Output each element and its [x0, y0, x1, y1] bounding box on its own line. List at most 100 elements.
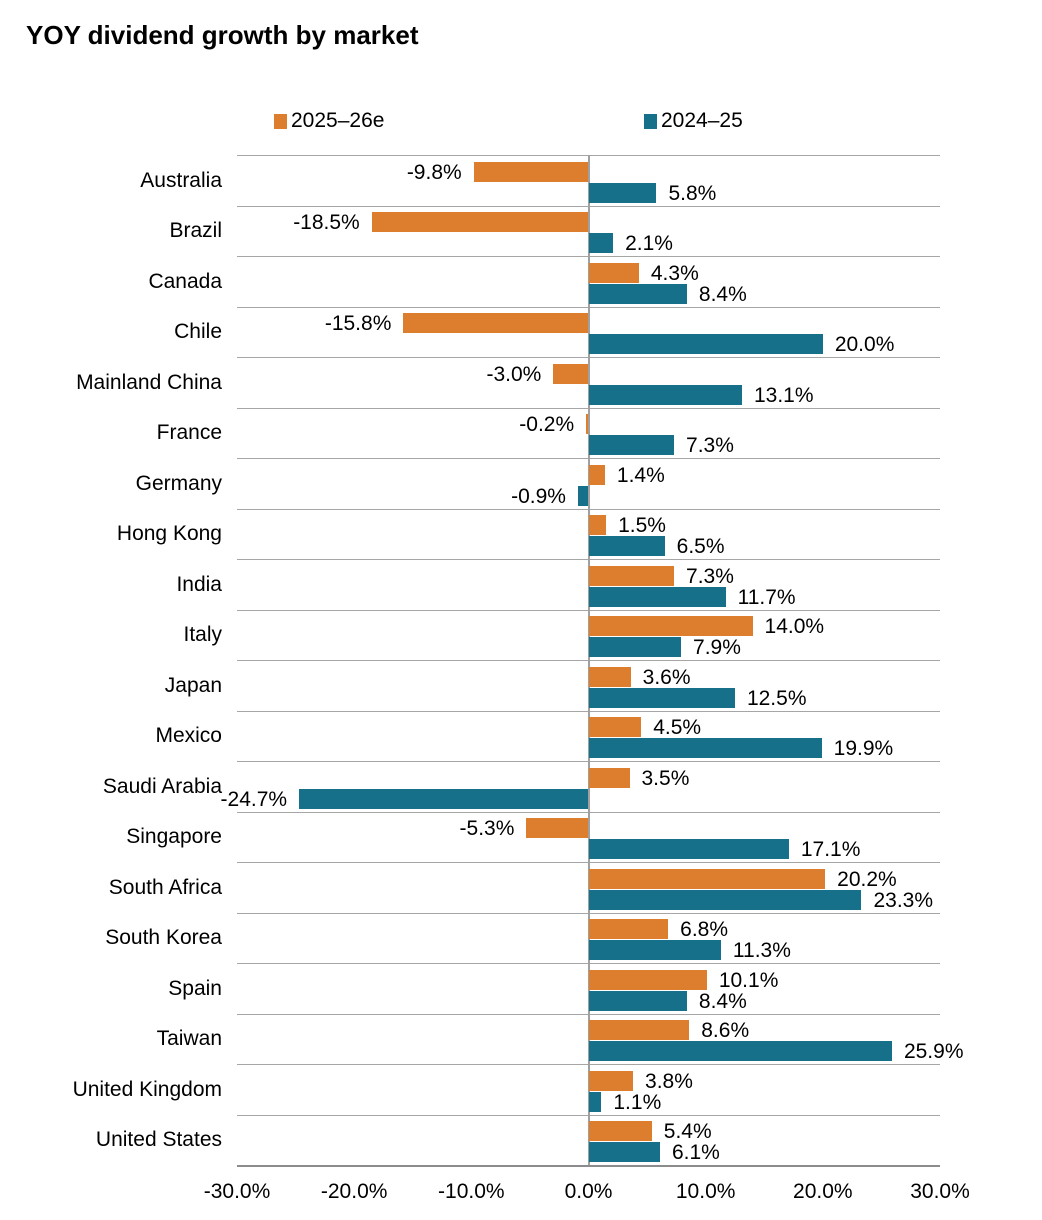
- category-label-saudi-arabia: Saudi Arabia: [102, 774, 222, 798]
- category-label-france: France: [156, 421, 222, 445]
- bar-value-label-2025-26e-united-kingdom: 3.8%: [645, 1069, 693, 1093]
- x-tick-label--30: -30.0%: [203, 1180, 271, 1203]
- bar-value-label-2024-25-chile: 20.0%: [834, 333, 895, 356]
- bar-value-label-2024-25-south-korea: 11.3%: [732, 939, 791, 962]
- bar-2025-26e-france: [586, 414, 589, 434]
- bar-2024-25-south-korea: [588, 940, 721, 960]
- bar-2025-26e-australia: [473, 161, 589, 182]
- bar-2024-25-spain: [588, 990, 687, 1011]
- category-label-australia: Australia: [140, 168, 222, 192]
- bar-value-label-2025-26e-singapore: -5.3%: [459, 817, 515, 840]
- category-label-italy: Italy: [183, 623, 222, 647]
- bar-value-label-2024-25-japan: 12.5%: [746, 686, 807, 710]
- category-label-south-africa: South Africa: [108, 875, 222, 899]
- zero-axis-line: [587, 155, 590, 1165]
- category-label-united-kingdom: United Kingdom: [72, 1077, 222, 1101]
- bar-2025-26e-saudi-arabia: [588, 767, 630, 788]
- bar-2025-26e-japan: [588, 666, 631, 687]
- bar-2025-26e-germany: [588, 464, 605, 485]
- bar-value-label-2024-25-taiwan: 25.9%: [903, 1040, 964, 1063]
- bar-value-label-2024-25-india: 11.7%: [737, 585, 796, 609]
- x-tick-label--10: -10.0%: [438, 1180, 505, 1203]
- bar-value-label-2024-25-south-africa: 23.3%: [873, 888, 934, 912]
- x-tick-label-30: 30.0%: [910, 1180, 970, 1203]
- x-tick-label-20: 20.0%: [793, 1180, 853, 1203]
- bar-value-label-2024-25-mexico: 19.9%: [833, 737, 894, 760]
- bar-value-label-2024-25-france: 7.3%: [686, 434, 734, 457]
- category-axis: Australia Brazil Canada Chile Mainland China…: [0, 155, 222, 1165]
- x-tick-label-10: 10.0%: [675, 1180, 736, 1203]
- bar-value-label-2025-26e-canada: 4.3%: [650, 261, 699, 285]
- bar-2024-25-hong-kong: [588, 536, 665, 556]
- bar-2025-26e-south-africa: [588, 868, 826, 889]
- bar-2025-26e-united-kingdom: [588, 1070, 634, 1091]
- category-label-canada: Canada: [148, 269, 222, 293]
- x-axis: -30.0% -20.0% -10.0% 0.0% 10.0% 20.0% 30.0%: [0, 1180, 1042, 1210]
- bar-2025-26e-canada: [588, 262, 639, 283]
- bar-2025-26e-india: [588, 565, 675, 586]
- bar-2025-26e-chile: [403, 313, 589, 333]
- legend-item-2025-26e: 2025–26e: [274, 108, 384, 134]
- axis-baseline: [237, 1165, 940, 1167]
- legend-swatch-teal-icon: [644, 113, 657, 129]
- x-tick-label--20: -20.0%: [320, 1180, 388, 1203]
- category-label-hong-kong: Hong Kong: [116, 522, 222, 546]
- bar-2024-25-germany: [577, 485, 589, 506]
- bar-2024-25-india: [588, 586, 726, 607]
- bar-value-label-2024-25-canada: 8.4%: [698, 282, 747, 306]
- bar-value-label-2025-26e-mainland-china: -3.0%: [486, 362, 542, 386]
- plot-area: -9.8% 5.8% -18.5% 2.1% 4.3% 8.4% -15.8% 20.0% -3…: [221, 155, 964, 1167]
- category-label-taiwan: Taiwan: [156, 1027, 222, 1051]
- category-label-india: India: [176, 572, 222, 596]
- bar-2024-25-brazil: [588, 233, 614, 253]
- legend-item-2024-25: 2024–25: [644, 108, 743, 134]
- bar-2025-26e-taiwan: [588, 1020, 690, 1040]
- category-label-mainland-china: Mainland China: [76, 370, 222, 394]
- bar-value-label-2025-26e-brazil: -18.5%: [293, 211, 360, 234]
- bar-value-label-2024-25-italy: 7.9%: [693, 636, 741, 659]
- category-label-singapore: Singapore: [126, 825, 222, 849]
- bar-2024-25-united-states: [588, 1142, 660, 1162]
- chart-title: YOY dividend growth by market: [26, 20, 419, 50]
- bar-2025-26e-hong-kong: [588, 515, 607, 535]
- bar-value-label-2024-25-germany: -0.9%: [511, 484, 566, 508]
- bar-value-label-2025-26e-india: 7.3%: [686, 564, 734, 588]
- bar-value-label-2024-25-singapore: 17.1%: [800, 838, 861, 861]
- category-label-south-korea: South Korea: [105, 926, 222, 950]
- bar-value-label-2024-25-spain: 8.4%: [698, 989, 747, 1013]
- bar-2025-26e-united-states: [588, 1121, 652, 1141]
- bar-value-label-2024-25-saudi-arabia: -24.7%: [220, 787, 288, 811]
- bar-value-label-2025-26e-south-africa: 20.2%: [837, 867, 897, 891]
- bar-2024-25-mexico: [588, 738, 822, 758]
- bar-2024-25-france: [588, 435, 675, 455]
- bar-value-label-2024-25-united-kingdom: 1.1%: [613, 1090, 662, 1114]
- bar-2024-25-united-kingdom: [588, 1091, 602, 1112]
- bar-value-label-2024-25-united-states: 6.1%: [671, 1141, 720, 1164]
- bar-value-label-2025-26e-taiwan: 8.6%: [701, 1019, 750, 1042]
- bar-2025-26e-south-korea: [588, 919, 669, 939]
- bar-2024-25-australia: [588, 182, 657, 203]
- legend-label-2025-26e: 2025–26e: [291, 109, 385, 132]
- bar-2024-25-singapore: [588, 839, 789, 859]
- bar-2024-25-taiwan: [588, 1041, 892, 1061]
- bar-value-label-2025-26e-chile: -15.8%: [324, 312, 392, 335]
- bar-value-label-2024-25-hong-kong: 6.5%: [676, 535, 725, 558]
- legend: 2025–26e 2024–25: [0, 108, 1042, 134]
- bar-2024-25-south-africa: [588, 889, 862, 910]
- bar-2024-25-japan: [588, 687, 735, 708]
- bar-2024-25-canada: [588, 283, 687, 304]
- bar-value-label-2024-25-mainland-china: 13.1%: [753, 383, 814, 407]
- bar-value-label-2025-26e-italy: 14.0%: [764, 615, 825, 638]
- bar-2025-26e-mexico: [588, 717, 642, 737]
- bar-value-label-2025-26e-japan: 3.6%: [642, 665, 691, 689]
- bar-value-label-2025-26e-united-states: 5.4%: [663, 1120, 712, 1143]
- bar-value-label-2025-26e-saudi-arabia: 3.5%: [641, 766, 690, 790]
- bar-2025-26e-mainland-china: [553, 363, 589, 384]
- legend-swatch-orange-icon: [274, 113, 287, 129]
- bar-value-label-2025-26e-south-korea: 6.8%: [680, 918, 729, 941]
- bar-value-label-2025-26e-germany: 1.4%: [616, 463, 665, 487]
- legend-label-2024-25: 2024–25: [661, 109, 743, 132]
- bar-2025-26e-spain: [588, 969, 707, 990]
- category-label-spain: Spain: [168, 976, 222, 1000]
- category-label-germany: Germany: [135, 471, 222, 495]
